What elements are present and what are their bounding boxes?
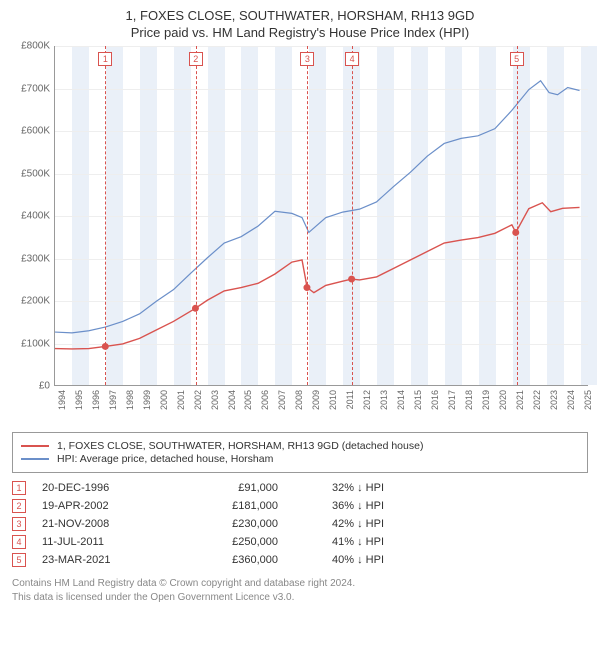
x-tick-label: 1996 [91, 390, 101, 410]
event-index-box: 1 [12, 481, 26, 495]
y-tick-label: £0 [39, 381, 50, 392]
event-index-box: 4 [12, 535, 26, 549]
y-tick-label: £600K [21, 126, 50, 137]
x-tick-label: 2018 [464, 390, 474, 410]
y-tick-label: £800K [21, 41, 50, 52]
x-tick-label: 2013 [379, 390, 389, 410]
event-marker: 2 [189, 52, 203, 66]
x-tick-label: 1995 [74, 390, 84, 410]
y-axis: £0£100K£200K£300K£400K£500K£600K£700K£80… [12, 46, 54, 386]
event-index-box: 5 [12, 553, 26, 567]
x-tick-label: 2012 [362, 390, 372, 410]
footnote: Contains HM Land Registry data © Crown c… [12, 577, 588, 604]
x-tick-label: 2020 [498, 390, 508, 410]
x-tick-label: 2011 [345, 390, 355, 409]
x-tick-label: 2006 [260, 390, 270, 410]
x-tick-label: 2016 [430, 390, 440, 410]
x-tick-label: 2021 [515, 390, 525, 410]
event-line [196, 46, 197, 385]
title-line-1: 1, FOXES CLOSE, SOUTHWATER, HORSHAM, RH1… [12, 8, 588, 23]
event-date: 20-DEC-1996 [42, 482, 172, 494]
footnote-line-2: This data is licensed under the Open Gov… [12, 591, 588, 605]
event-row: 4 11-JUL-2011 £250,000 41% ↓ HPI [12, 535, 588, 549]
event-price: £91,000 [188, 482, 278, 494]
event-marker: 5 [510, 52, 524, 66]
legend: 1, FOXES CLOSE, SOUTHWATER, HORSHAM, RH1… [12, 432, 588, 473]
y-tick-label: £500K [21, 168, 50, 179]
x-tick-label: 2007 [277, 390, 287, 410]
x-tick-label: 2022 [532, 390, 542, 410]
x-tick-label: 2010 [328, 390, 338, 410]
x-tick-label: 2025 [583, 390, 593, 410]
event-row: 5 23-MAR-2021 £360,000 40% ↓ HPI [12, 553, 588, 567]
x-tick-label: 2008 [294, 390, 304, 410]
x-tick-label: 2023 [549, 390, 559, 410]
x-tick-label: 2009 [311, 390, 321, 410]
x-tick-label: 2019 [481, 390, 491, 410]
event-price: £230,000 [188, 518, 278, 530]
legend-label: 1, FOXES CLOSE, SOUTHWATER, HORSHAM, RH1… [57, 440, 423, 452]
event-pct: 42% ↓ HPI [294, 518, 384, 530]
y-tick-label: £100K [21, 338, 50, 349]
event-row: 2 19-APR-2002 £181,000 36% ↓ HPI [12, 499, 588, 513]
event-pct: 41% ↓ HPI [294, 536, 384, 548]
event-marker: 3 [300, 52, 314, 66]
legend-item: 1, FOXES CLOSE, SOUTHWATER, HORSHAM, RH1… [21, 440, 579, 452]
y-tick-label: £400K [21, 211, 50, 222]
x-tick-label: 2000 [159, 390, 169, 410]
x-tick-label: 2001 [176, 390, 186, 410]
event-date: 11-JUL-2011 [42, 536, 172, 548]
legend-swatch [21, 445, 49, 447]
x-tick-label: 2003 [210, 390, 220, 410]
event-date: 19-APR-2002 [42, 500, 172, 512]
y-tick-label: £200K [21, 296, 50, 307]
event-line [105, 46, 106, 385]
event-date: 21-NOV-2008 [42, 518, 172, 530]
events-table: 1 20-DEC-1996 £91,000 32% ↓ HPI 2 19-APR-2002… [12, 481, 588, 567]
x-tick-label: 1998 [125, 390, 135, 410]
x-tick-label: 1997 [108, 390, 118, 410]
event-index-box: 2 [12, 499, 26, 513]
event-price: £181,000 [188, 500, 278, 512]
event-marker: 4 [345, 52, 359, 66]
x-tick-label: 1994 [57, 390, 67, 410]
legend-swatch [21, 458, 49, 460]
event-price: £360,000 [188, 554, 278, 566]
plot-area: 1 2 3 4 5 [54, 46, 588, 386]
event-pct: 36% ↓ HPI [294, 500, 384, 512]
series-hpi [55, 81, 580, 333]
event-date: 23-MAR-2021 [42, 554, 172, 566]
y-tick-label: £700K [21, 83, 50, 94]
event-line [352, 46, 353, 385]
x-tick-label: 2004 [227, 390, 237, 410]
x-tick-label: 2017 [447, 390, 457, 410]
chart-svg [55, 46, 588, 385]
price-chart: £0£100K£200K£300K£400K£500K£600K£700K£80… [12, 46, 588, 426]
event-pct: 40% ↓ HPI [294, 554, 384, 566]
event-pct: 32% ↓ HPI [294, 482, 384, 494]
legend-item: HPI: Average price, detached house, Hors… [21, 453, 579, 465]
event-row: 1 20-DEC-1996 £91,000 32% ↓ HPI [12, 481, 588, 495]
footnote-line-1: Contains HM Land Registry data © Crown c… [12, 577, 588, 591]
legend-label: HPI: Average price, detached house, Hors… [57, 453, 273, 465]
event-price: £250,000 [188, 536, 278, 548]
x-tick-label: 2014 [396, 390, 406, 410]
x-tick-label: 2024 [566, 390, 576, 410]
title-line-2: Price paid vs. HM Land Registry's House … [12, 25, 588, 40]
x-tick-label: 2005 [243, 390, 253, 410]
event-row: 3 21-NOV-2008 £230,000 42% ↓ HPI [12, 517, 588, 531]
x-axis: 1994 1995 1996 1997 1998 1999 2000 2001 2002 2003… [54, 388, 588, 426]
event-line [307, 46, 308, 385]
x-tick-label: 2002 [193, 390, 203, 410]
x-tick-label: 2015 [413, 390, 423, 410]
event-marker: 1 [98, 52, 112, 66]
event-line [517, 46, 518, 385]
event-index-box: 3 [12, 517, 26, 531]
y-tick-label: £300K [21, 253, 50, 264]
x-tick-label: 1999 [142, 390, 152, 410]
